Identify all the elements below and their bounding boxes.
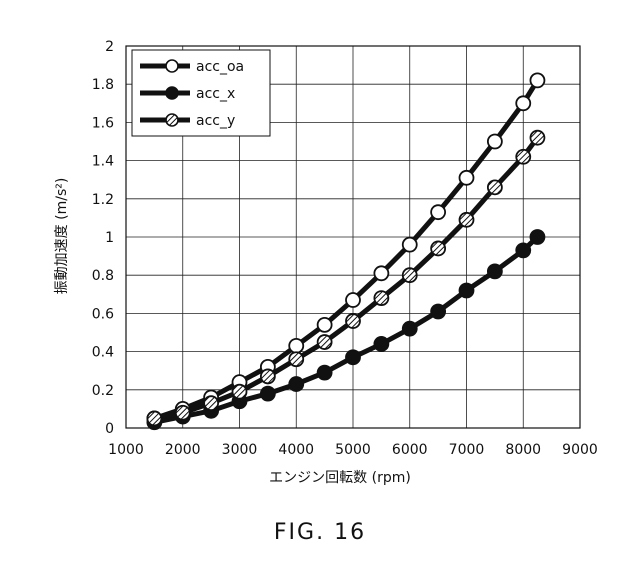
y-tick-label: 0 (105, 421, 114, 437)
data-point (460, 213, 474, 227)
data-point (431, 205, 445, 219)
data-point (374, 266, 388, 280)
data-point (176, 406, 190, 420)
y-tick-label: 0.4 (92, 345, 114, 361)
y-tick-label: 0.6 (92, 306, 114, 322)
data-point (374, 337, 388, 351)
y-tick-label: 1.8 (92, 77, 114, 93)
legend-label: acc_x (196, 86, 235, 102)
y-axis-label: 振動加速度 (m/s²) (54, 178, 70, 295)
x-axis-label: エンジン回転数 (rpm) (269, 470, 411, 486)
data-point (318, 366, 332, 380)
data-point (147, 411, 161, 425)
data-point (488, 135, 502, 149)
data-point (530, 73, 544, 87)
data-point (403, 268, 417, 282)
x-tick-label: 8000 (505, 442, 541, 458)
y-tick-label: 1.2 (92, 192, 114, 208)
data-point (431, 304, 445, 318)
legend-marker (166, 87, 178, 99)
legend-label: acc_oa (196, 59, 244, 75)
data-point (289, 352, 303, 366)
x-tick-label: 2000 (165, 442, 201, 458)
data-point (403, 322, 417, 336)
data-point (431, 241, 445, 255)
figure-caption: FIG. 16 (0, 520, 640, 545)
data-point (460, 171, 474, 185)
data-point (460, 283, 474, 297)
legend-marker (166, 60, 178, 72)
data-point (318, 335, 332, 349)
x-tick-label: 5000 (335, 442, 371, 458)
data-point (530, 230, 544, 244)
data-point (289, 339, 303, 353)
data-point (261, 387, 275, 401)
y-tick-label: 1 (105, 230, 114, 246)
x-tick-label: 6000 (392, 442, 428, 458)
data-point (374, 291, 388, 305)
y-tick-label: 0.8 (92, 268, 114, 284)
data-point (289, 377, 303, 391)
data-point (346, 350, 360, 364)
data-point (516, 243, 530, 257)
x-tick-label: 3000 (222, 442, 258, 458)
data-point (204, 396, 218, 410)
legend-label: acc_y (196, 113, 235, 129)
x-tick-label: 9000 (562, 442, 598, 458)
data-point (488, 264, 502, 278)
data-point (530, 131, 544, 145)
data-point (261, 369, 275, 383)
data-point (346, 293, 360, 307)
legend-marker (166, 114, 178, 126)
legend: acc_oa acc_x acc_y (132, 50, 270, 136)
y-tick-label: 1.6 (92, 115, 114, 131)
y-tick-label: 2 (105, 39, 114, 55)
data-point (233, 385, 247, 399)
data-point (403, 238, 417, 252)
y-tick-label: 0.2 (92, 383, 114, 399)
x-tick-label: 1000 (108, 442, 144, 458)
chart-root: 0 0.2 0.4 0.6 0.8 1 1.2 1.4 1.6 1.8 2 1000 2000 3000 4… (0, 0, 640, 520)
series-line (154, 138, 537, 419)
data-point (318, 318, 332, 332)
x-tick-label: 7000 (449, 442, 485, 458)
data-point (516, 150, 530, 164)
x-tick-label: 4000 (278, 442, 314, 458)
data-point (346, 314, 360, 328)
data-point (488, 180, 502, 194)
data-point (516, 96, 530, 110)
y-tick-label: 1.4 (92, 154, 114, 170)
